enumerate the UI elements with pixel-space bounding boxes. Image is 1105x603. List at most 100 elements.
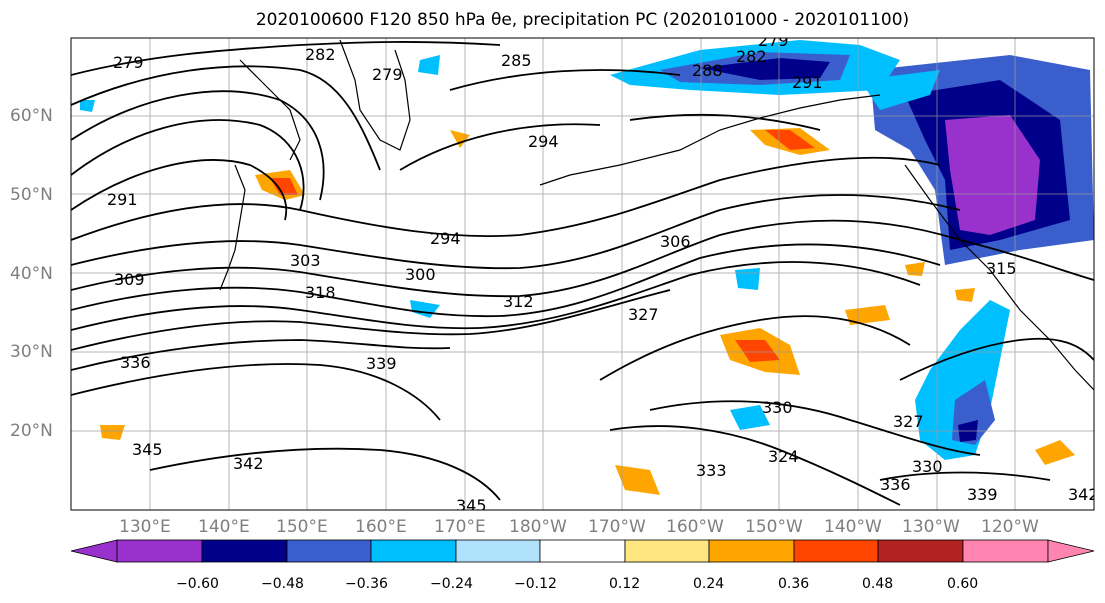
negative-precip-area [945, 115, 1040, 235]
contour-label: 333 [696, 461, 727, 480]
contour-label: 279 [113, 53, 144, 72]
japan-coast [219, 164, 246, 291]
colorbar-tick: 0.60 [947, 576, 979, 592]
contour-label: 324 [768, 447, 799, 466]
lon-label-180w: 180°W [509, 517, 567, 537]
contour-label: 309 [114, 270, 145, 289]
colorbar-tick: 0.36 [778, 576, 810, 592]
contour-label: 342 [1068, 485, 1099, 504]
contour-label: 306 [660, 232, 691, 251]
colorbar-bin [708, 539, 795, 563]
contour-label: 327 [628, 305, 659, 324]
colorbar-tick: −0.24 [430, 576, 473, 592]
contour-label: 288 [692, 61, 723, 80]
positive-precip-area [1035, 440, 1075, 465]
colorbar-bin [201, 539, 288, 563]
contour-label: 330 [912, 457, 943, 476]
graticule [71, 38, 1094, 510]
contour-label: 300 [405, 265, 436, 284]
contour-label: 312 [503, 292, 534, 311]
positive-precip-area [100, 425, 125, 440]
contour-label: 315 [986, 259, 1017, 278]
contour-label: 336 [120, 353, 151, 372]
lat-label-60n: 60°N [10, 106, 53, 126]
positive-precip-area [765, 130, 815, 150]
positive-precip-area [955, 288, 975, 302]
contour-label: 285 [501, 51, 532, 70]
alaska-coast [539, 94, 881, 186]
colorbar-tick: −0.36 [345, 576, 388, 592]
lon-label-150w: 150°W [745, 517, 803, 537]
contour-label: 339 [967, 485, 998, 504]
negative-precip-area [80, 100, 95, 112]
positive-precip-area [615, 465, 660, 495]
map-title: 2020100600 F120 850 hPa θe, precipitatio… [255, 10, 910, 30]
map-panel: 279 282 279 285 288 282 279 291 294 291 … [71, 31, 1099, 515]
lat-label-40n: 40°N [10, 264, 53, 284]
contour-label: 282 [736, 47, 767, 66]
negative-precip-area [418, 55, 440, 75]
colorbar [70, 539, 1095, 563]
colorbar-bin [877, 539, 964, 563]
lon-label-170w: 170°W [588, 517, 646, 537]
contour-label: 345 [456, 496, 487, 515]
contour-label: 336 [880, 475, 911, 494]
lon-label-150e: 150°E [276, 517, 328, 537]
positive-precip-area [270, 178, 298, 195]
colorbar-tick: 0.12 [609, 576, 641, 592]
kamchatka-coast [339, 39, 411, 151]
colorbar-tick: −0.12 [514, 576, 557, 592]
west-coast-na [904, 164, 1094, 391]
contour-label: 291 [107, 190, 138, 209]
colorbar-bin [286, 539, 372, 563]
contour-label: 282 [305, 45, 336, 64]
colorbar-bin [793, 539, 879, 563]
colorbar-tick: −0.60 [176, 576, 219, 592]
contour-label: 303 [290, 251, 321, 270]
sea-of-okhotsk-coast [239, 59, 301, 161]
theta-e-contours [71, 41, 1094, 506]
colorbar-bin [370, 539, 457, 563]
precipitation-shading [80, 40, 1094, 495]
contour-label: 330 [762, 398, 793, 417]
contour-label: 327 [893, 412, 924, 431]
contour-label: 291 [792, 73, 823, 92]
contour-label: 345 [132, 440, 163, 459]
lon-label-170e: 170°E [434, 517, 486, 537]
lon-label-160w: 160°W [666, 517, 724, 537]
colorbar-bin [116, 539, 203, 563]
colorbar-tick: 0.48 [862, 576, 894, 592]
lon-label-140e: 140°E [198, 517, 250, 537]
coastlines [219, 39, 1094, 391]
colorbar-bin [624, 539, 710, 563]
negative-precip-area [735, 268, 760, 290]
negative-precip-area [700, 58, 830, 80]
lon-label-130w: 130°W [902, 517, 960, 537]
contour-label: 342 [233, 454, 264, 473]
positive-precip-area [735, 340, 780, 362]
positive-precip-area [845, 305, 890, 325]
contour-label: 279 [372, 65, 403, 84]
lon-label-160e: 160°E [355, 517, 407, 537]
contour-label: 279 [758, 31, 789, 50]
contour-label: 294 [528, 132, 559, 151]
negative-precip-area [730, 405, 770, 430]
lat-label-20n: 20°N [10, 421, 53, 441]
colorbar-extend-high [1047, 539, 1095, 563]
lat-label-50n: 50°N [10, 185, 53, 205]
contour-label: 318 [305, 283, 336, 302]
lon-label-120w: 120°W [981, 517, 1039, 537]
map-frame [70, 37, 1095, 511]
lon-label-130e: 130°E [119, 517, 171, 537]
lon-label-140w: 140°W [824, 517, 882, 537]
colorbar-bin [962, 539, 1049, 563]
colorbar-tick: −0.48 [261, 576, 304, 592]
lat-label-30n: 30°N [10, 342, 53, 362]
contour-labels: 279 282 279 285 288 282 279 291 294 291 … [107, 31, 1099, 515]
colorbar-bin [455, 539, 541, 563]
colorbar-tick: 0.24 [693, 576, 725, 592]
colorbar-extend-low [70, 539, 118, 563]
contour-label: 294 [430, 229, 461, 248]
colorbar-bin [539, 539, 626, 563]
